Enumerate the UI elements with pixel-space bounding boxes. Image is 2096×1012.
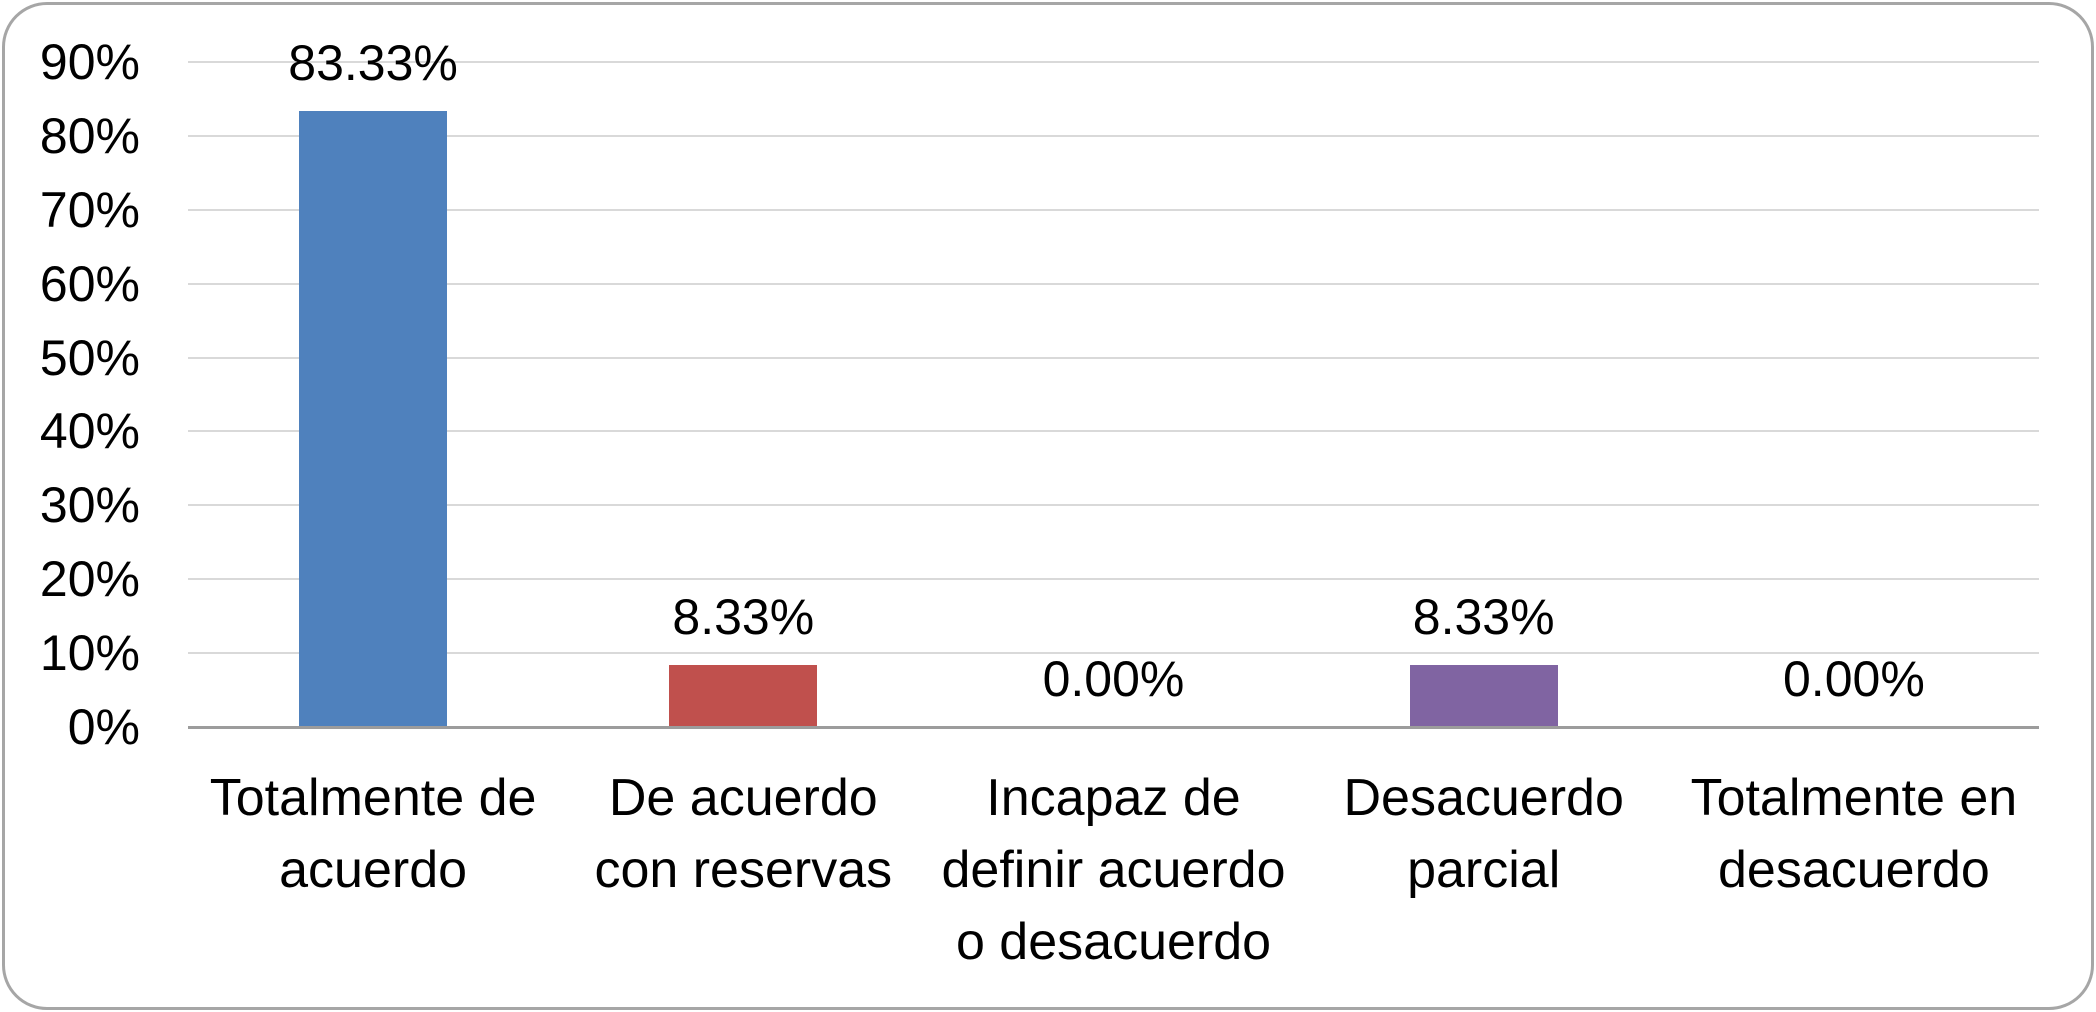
- h-gridline: [188, 208, 2039, 211]
- h-gridline: [188, 652, 2039, 655]
- y-tick-label: 50%: [39, 329, 140, 386]
- y-tick-label: 90%: [39, 34, 140, 90]
- h-gridline: [188, 430, 2039, 433]
- bar-value-label: 83.33%: [288, 35, 458, 91]
- x-axis-line: [188, 726, 2039, 729]
- y-tick-label: 60%: [39, 255, 140, 312]
- h-gridline: [188, 134, 2039, 137]
- bar[interactable]: [1409, 665, 1558, 727]
- x-category-label: Totalmente de acuerdo: [209, 769, 537, 899]
- bar-value-label: 8.33%: [1412, 589, 1555, 645]
- x-category-label: De acuerdo con reservas: [594, 769, 893, 899]
- x-category-label: Desacuerdo parcial: [1343, 769, 1624, 899]
- y-tick-label: 80%: [39, 107, 140, 164]
- y-tick-label: 30%: [39, 477, 140, 534]
- y-tick-label: 10%: [39, 625, 140, 682]
- bar[interactable]: [669, 665, 818, 727]
- x-category-label: Totalmente en desacuerdo: [1690, 769, 2018, 899]
- y-tick-label: 20%: [39, 551, 140, 608]
- bar[interactable]: [299, 111, 448, 727]
- h-gridline: [188, 356, 2039, 359]
- bar-value-label: 0.00%: [1042, 651, 1185, 707]
- h-gridline: [188, 504, 2039, 507]
- h-gridline: [188, 282, 2039, 285]
- x-category-label: Incapaz de definir acuerdo o desacuerdo: [941, 769, 1286, 971]
- h-gridline: [188, 578, 2039, 581]
- y-tick-label: 40%: [39, 403, 140, 460]
- bar-value-label: 0.00%: [1783, 651, 1925, 707]
- bar-value-label: 8.33%: [672, 589, 815, 645]
- h-gridline: [188, 61, 2039, 63]
- y-tick-label: 70%: [39, 181, 140, 238]
- y-tick-label: 0%: [67, 699, 140, 755]
